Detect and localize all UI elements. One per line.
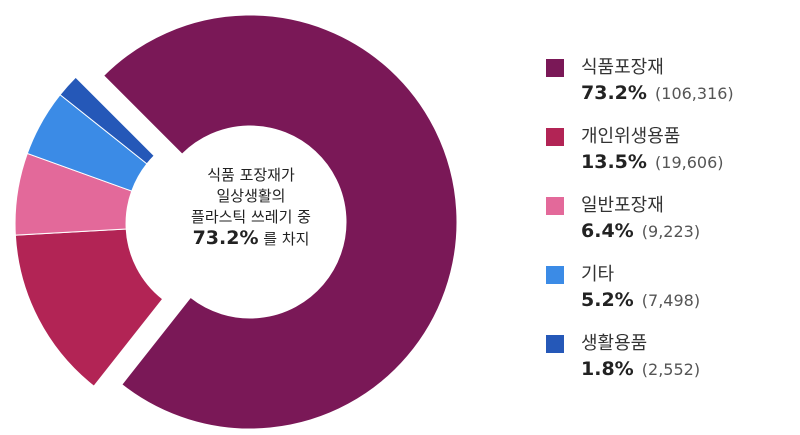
legend-swatch [546,128,564,146]
legend-swatch [546,266,564,284]
legend-percent: 13.5% [581,151,647,173]
legend-item-other: 기타 5.2% (7,498) [546,260,786,329]
center-label-line1: 식품 포장재가 [207,166,295,184]
center-label-highlight: 73.2% [192,227,259,249]
center-label: 식품 포장재가 일상생활의 플라스틱 쓰레기 중 73.2% 를 차지 [176,165,326,250]
legend-swatch [546,59,564,77]
center-label-line3: 플라스틱 쓰레기 중 [191,208,311,226]
legend-count: (19,606) [655,153,724,172]
legend-item-personal-hygiene: 개인위생용품 13.5% (19,606) [546,122,786,191]
donut-slice-4 [59,76,155,165]
legend-percent: 6.4% [581,220,634,242]
center-label-line2: 일상생활의 [216,187,286,205]
legend-count: (106,316) [655,84,734,103]
center-label-tail: 를 차지 [263,230,310,248]
legend-count: (9,223) [641,222,701,241]
donut-slice-1 [14,228,164,387]
legend-percent: 5.2% [581,289,634,311]
legend-swatch [546,335,564,353]
legend-percent: 73.2% [581,82,647,104]
legend-label: 식품포장재 [581,57,664,78]
legend: 식품포장재 73.2% (106,316) 개인위생용품 13.5% (19,6… [546,53,786,398]
legend-percent: 1.8% [581,358,634,380]
legend-label: 개인위생용품 [581,126,681,147]
legend-count: (7,498) [641,291,701,310]
legend-item-food-packaging: 식품포장재 73.2% (106,316) [546,53,786,122]
legend-item-general-packaging: 일반포장재 6.4% (9,223) [546,191,786,260]
legend-label: 생활용품 [581,333,648,354]
legend-label: 기타 [581,264,615,285]
legend-item-household-goods: 생활용품 1.8% (2,552) [546,329,786,398]
donut-slice-0 [102,14,458,430]
legend-label: 일반포장재 [581,195,664,216]
legend-swatch [546,197,564,215]
legend-count: (2,552) [641,360,701,379]
